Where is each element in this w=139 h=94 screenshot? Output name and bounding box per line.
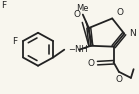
Text: O: O — [73, 10, 80, 19]
Text: O: O — [115, 75, 122, 84]
Text: F: F — [1, 1, 7, 10]
Text: O: O — [88, 59, 95, 68]
Text: O: O — [116, 8, 123, 17]
Text: N: N — [129, 29, 136, 38]
Text: −NH: −NH — [68, 45, 88, 54]
Text: F: F — [12, 36, 17, 45]
Text: Me: Me — [77, 4, 89, 13]
